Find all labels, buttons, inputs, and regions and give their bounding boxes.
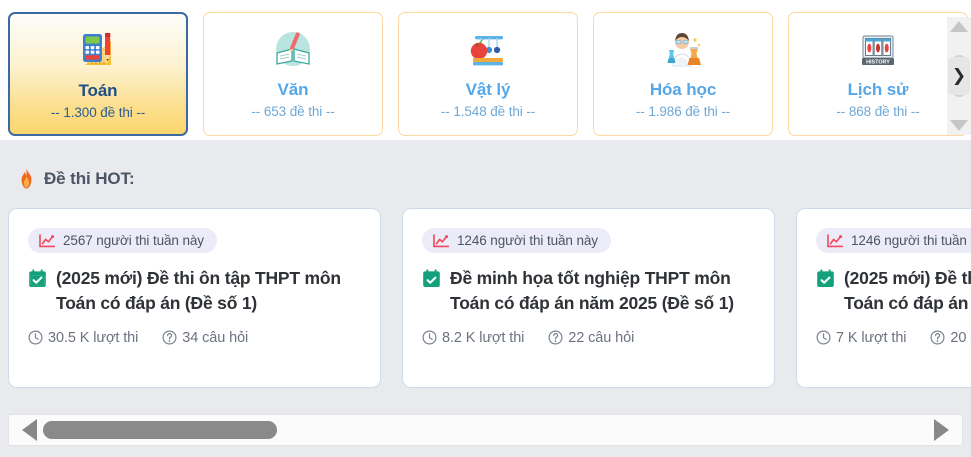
subject-tab-count: -- 1.548 đề thi --	[440, 104, 536, 120]
exam-questions-text: 20 câu hỏi	[950, 329, 971, 346]
exam-title: (2025 mới) Đề thi ôn tập THPT môn Toán c…	[28, 266, 361, 316]
exam-questions: 22 câu hỏi	[548, 330, 634, 346]
subject-tab-label: Vật lý	[465, 80, 511, 99]
exam-stats: 30.5 K lượt thi 34 câu hỏi	[28, 330, 361, 346]
horizontal-scrollbar[interactable]	[8, 414, 963, 446]
exam-stats: 7 K lượt thi 20 câu hỏi	[816, 330, 971, 346]
weekly-takers-badge: 2567 người thi tuần này	[28, 228, 217, 253]
subject-tab-vat-ly[interactable]: Vật lý -- 1.548 đề thi --	[398, 12, 578, 136]
exam-questions-text: 34 câu hỏi	[182, 329, 249, 346]
chart-trend-icon	[827, 233, 843, 248]
chart-trend-icon	[433, 233, 449, 248]
scroll-right-arrow-icon[interactable]	[934, 419, 949, 441]
scrollbar-thumb[interactable]	[43, 421, 277, 439]
scroll-down-arrow-icon[interactable]	[950, 120, 968, 131]
weekly-takers-text: 1246 người thi tuần này	[457, 233, 598, 248]
next-subject-button[interactable]: ❯	[948, 57, 970, 95]
subject-tab-label: Văn	[277, 80, 309, 99]
exam-card[interactable]: 2567 người thi tuần này (2025 mới)	[8, 208, 381, 388]
question-circle-icon	[548, 330, 563, 345]
subject-tab-count: -- 868 đề thi --	[836, 104, 920, 120]
flame-icon	[18, 169, 35, 189]
scientist-flask-icon	[657, 26, 709, 74]
subject-tab-label: Lịch sử	[847, 80, 909, 99]
newton-cradle-icon	[462, 26, 514, 74]
question-circle-icon	[930, 330, 945, 345]
exam-questions-text: 22 câu hỏi	[568, 329, 635, 346]
subject-tab-toan[interactable]: Toán -- 1.300 đề thi --	[8, 12, 188, 136]
exam-title-text: (2025 mới) Đề thi ôn tập THPT môn Toán c…	[844, 268, 971, 313]
history-books-icon: HISTORY	[852, 26, 904, 74]
exam-attempts-text: 30.5 K lượt thi	[48, 329, 139, 346]
calendar-check-icon	[816, 269, 835, 288]
clock-icon	[28, 330, 43, 345]
exam-attempts: 7 K lượt thi	[816, 329, 907, 346]
subject-tab-lich-su[interactable]: HISTORY Lịch sử -- 868 đề thi --	[788, 12, 968, 136]
subject-tab-count: -- 1.300 đề thi --	[50, 105, 146, 121]
calculator-ruler-icon	[72, 27, 124, 75]
hot-exams-title: Đề thi HOT:	[44, 169, 135, 188]
scroll-up-arrow-icon[interactable]	[950, 21, 968, 32]
clock-icon	[816, 330, 831, 345]
exam-card-row: 2567 người thi tuần này (2025 mới)	[0, 208, 971, 393]
exam-title-text: (2025 mới) Đề thi ôn tập THPT môn Toán c…	[56, 268, 341, 313]
subject-tab-count: -- 653 đề thi --	[251, 104, 335, 120]
scrollbar-track[interactable]	[37, 415, 934, 445]
scroll-left-arrow-icon[interactable]	[22, 419, 37, 441]
exam-attempts-text: 8.2 K lượt thi	[442, 329, 525, 346]
exam-card[interactable]: 1246 người thi tuần này Đề minh họa tốt …	[402, 208, 775, 388]
subject-tab-label: Toán	[78, 81, 118, 100]
exam-card-track: 2567 người thi tuần này (2025 mới)	[8, 208, 971, 388]
exam-title: Đề minh họa tốt nghiệp THPT môn Toán có …	[422, 266, 755, 316]
exam-card[interactable]: 1246 người thi tuần này (2025 mới) Đề th…	[796, 208, 971, 388]
question-circle-icon	[162, 330, 177, 345]
exam-questions: 34 câu hỏi	[162, 330, 248, 346]
subject-tab-track: Toán -- 1.300 đề thi --	[8, 12, 968, 136]
exam-questions: 20 câu hỏi	[930, 330, 971, 346]
exam-stats: 8.2 K lượt thi 22 câu hỏi	[422, 330, 755, 346]
exam-attempts: 8.2 K lượt thi	[422, 330, 524, 346]
exam-attempts: 30.5 K lượt thi	[28, 330, 138, 346]
subject-tab-strip: Toán -- 1.300 đề thi --	[0, 0, 971, 140]
subject-tab-hoa-hoc[interactable]: Hóa học -- 1.986 đề thi --	[593, 12, 773, 136]
weekly-takers-badge: 1246 người thi tuần này	[816, 228, 971, 253]
open-book-icon	[267, 26, 319, 74]
weekly-takers-badge: 1246 người thi tuần này	[422, 228, 611, 253]
exam-attempts-text: 7 K lượt thi	[836, 329, 907, 346]
subject-tab-label: Hóa học	[649, 80, 717, 99]
calendar-check-icon	[28, 269, 47, 288]
weekly-takers-text: 1246 người thi tuần này	[851, 233, 971, 248]
hot-exams-heading: Đề thi HOT:	[18, 169, 135, 189]
weekly-takers-text: 2567 người thi tuần này	[63, 233, 204, 248]
exam-title: (2025 mới) Đề thi ôn tập THPT môn Toán c…	[816, 266, 971, 316]
subject-tab-count: -- 1.986 đề thi --	[635, 104, 731, 120]
subject-tab-van[interactable]: Văn -- 653 đề thi --	[203, 12, 383, 136]
calendar-check-icon	[422, 269, 441, 288]
exam-title-text: Đề minh họa tốt nghiệp THPT môn Toán có …	[450, 268, 734, 313]
chart-trend-icon	[39, 233, 55, 248]
clock-icon	[422, 330, 437, 345]
svg-text:HISTORY: HISTORY	[866, 59, 890, 65]
